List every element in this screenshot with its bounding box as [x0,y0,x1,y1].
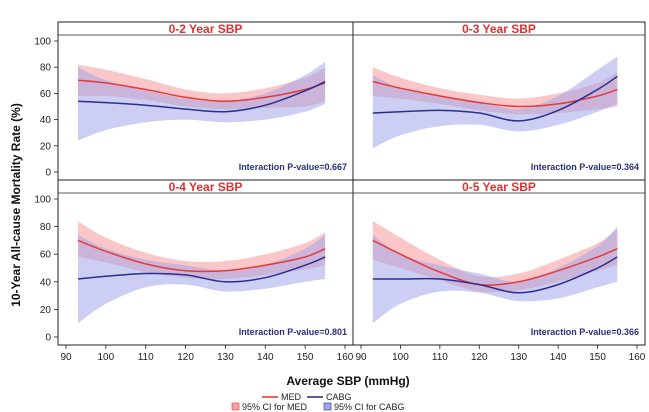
series-line-cabg [372,256,618,294]
legend-med-ci-swatch [231,402,240,411]
y-tick-label: 0 [45,333,51,344]
y-tick-label: 80 [40,222,52,233]
x-tick-label: 160 [337,352,354,363]
x-tick-label: 150 [589,352,606,363]
x-tick-label: 90 [355,352,367,363]
legend-cabg-label: CABG [326,392,352,402]
panel-grid: 0-2 Year SBP Interaction P-value=0.667 0 20… [34,21,646,363]
x-tick-label: 110 [432,352,448,363]
x-tick-label: 120 [471,352,488,363]
interaction-p-value: Interaction P-value=0.366 [531,327,639,337]
y-tick-label: 100 [34,195,51,206]
y-axis-label: 10-Year All-cause Mortality Rate (%) [9,103,23,307]
x-tick-label: 140 [550,352,567,363]
y-tick-label: 20 [40,305,52,316]
y-tick-label: 40 [40,277,52,288]
panel-2: 0-3 Year SBP Interaction P-value=0.364 [352,21,646,181]
x-tick-label: 110 [138,352,154,363]
series-line-med [77,239,326,273]
legend-cabg-ci-label: 95% CI for CABG [334,402,405,412]
x-tick-label: 150 [297,352,314,363]
interaction-p-value: Interaction P-value=0.667 [239,162,347,172]
legend-cabg-ci-swatch [323,402,332,411]
panel-3: 0-4 Year SBP Interaction P-value=0.801 0 20… [34,179,354,363]
panel-title: 0-4 Year SBP [169,180,243,194]
series-line-cabg [77,256,326,283]
series-line-med [372,80,618,108]
y-tick-label: 80 [40,63,52,74]
series-line-med [372,239,618,286]
x-tick-label: 160 [629,352,646,363]
x-tick-label: 120 [177,352,194,363]
series-line-med [77,79,326,103]
panel-title: 0-2 Year SBP [169,22,243,36]
x-tick-label: 100 [392,352,409,363]
panel-1: 0-2 Year SBP Interaction P-value=0.667 0 20… [34,21,354,181]
ci-band-cabg [372,226,618,324]
series-line-cabg [77,80,326,113]
legend-med-ci-label: 95% CI for MED [242,402,308,412]
x-axis-label: Average SBP (mmHg) [286,374,409,388]
panel-title: 0-3 Year SBP [462,22,536,36]
y-tick-label: 0 [45,168,51,179]
interaction-p-value: Interaction P-value=0.801 [239,327,347,337]
legend-med-label: MED [281,392,302,402]
y-tick-label: 60 [40,89,52,100]
x-tick-label: 130 [217,352,234,363]
panel-4: 0-5 Year SBP Interaction P-value=0.366 90 1… [352,179,646,363]
panel-title: 0-5 Year SBP [462,180,536,194]
interaction-p-value: Interaction P-value=0.364 [531,162,639,172]
ci-band-cabg [372,56,618,149]
series-line-cabg [372,75,618,122]
legend: MED CABG 95% CI for MED 95% CI for CABG [231,392,405,412]
y-tick-label: 20 [40,141,52,152]
y-tick-label: 40 [40,115,52,126]
x-tick-label: 130 [510,352,527,363]
y-tick-label: 60 [40,250,52,261]
ci-band-cabg [78,62,326,141]
x-tick-label: 140 [257,352,274,363]
y-tick-label: 100 [34,37,51,48]
x-tick-label: 90 [60,352,72,363]
x-tick-label: 100 [98,352,115,363]
ci-band-cabg [78,234,326,324]
